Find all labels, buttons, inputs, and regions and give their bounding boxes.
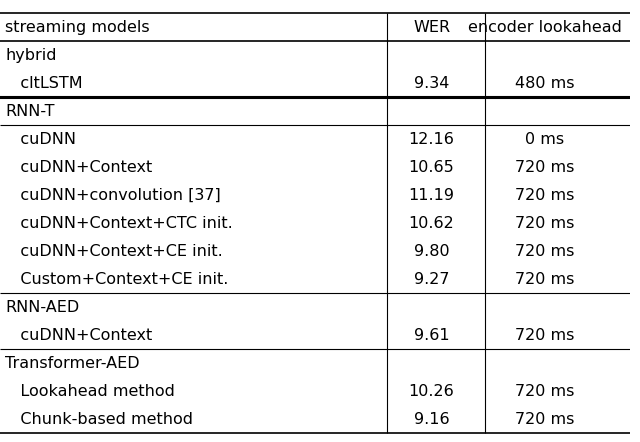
Text: 9.80: 9.80: [413, 244, 449, 259]
Text: Transformer-AED: Transformer-AED: [5, 356, 140, 371]
Text: 720 ms: 720 ms: [515, 160, 575, 175]
Text: 720 ms: 720 ms: [515, 244, 575, 259]
Text: 10.65: 10.65: [409, 160, 454, 175]
Text: cuDNN+Context+CE init.: cuDNN+Context+CE init.: [5, 244, 223, 259]
Text: RNN-AED: RNN-AED: [5, 300, 79, 315]
Text: 9.16: 9.16: [413, 412, 449, 427]
Text: 12.16: 12.16: [408, 132, 454, 147]
Text: cuDNN: cuDNN: [5, 132, 76, 147]
Text: 10.26: 10.26: [409, 384, 454, 399]
Text: encoder lookahead: encoder lookahead: [468, 20, 622, 35]
Text: 720 ms: 720 ms: [515, 272, 575, 287]
Text: RNN-T: RNN-T: [5, 104, 54, 119]
Text: Custom+Context+CE init.: Custom+Context+CE init.: [5, 272, 228, 287]
Text: WER: WER: [413, 20, 450, 35]
Text: hybrid: hybrid: [5, 48, 56, 63]
Text: 11.19: 11.19: [408, 188, 454, 203]
Text: 720 ms: 720 ms: [515, 188, 575, 203]
Text: 720 ms: 720 ms: [515, 328, 575, 343]
Text: 10.62: 10.62: [409, 216, 454, 231]
Text: Lookahead method: Lookahead method: [5, 384, 175, 399]
Text: cuDNN+Context: cuDNN+Context: [5, 160, 152, 175]
Text: cltLSTM: cltLSTM: [5, 76, 83, 91]
Text: cuDNN+convolution [37]: cuDNN+convolution [37]: [5, 188, 221, 203]
Text: 720 ms: 720 ms: [515, 216, 575, 231]
Text: 9.34: 9.34: [414, 76, 449, 91]
Text: streaming models: streaming models: [5, 20, 150, 35]
Text: 9.27: 9.27: [414, 272, 449, 287]
Text: cuDNN+Context+CTC init.: cuDNN+Context+CTC init.: [5, 216, 233, 231]
Text: 9.61: 9.61: [413, 328, 449, 343]
Text: 720 ms: 720 ms: [515, 412, 575, 427]
Text: cuDNN+Context: cuDNN+Context: [5, 328, 152, 343]
Text: 480 ms: 480 ms: [515, 76, 575, 91]
Text: 0 ms: 0 ms: [525, 132, 564, 147]
Text: Chunk-based method: Chunk-based method: [5, 412, 193, 427]
Text: 720 ms: 720 ms: [515, 384, 575, 399]
